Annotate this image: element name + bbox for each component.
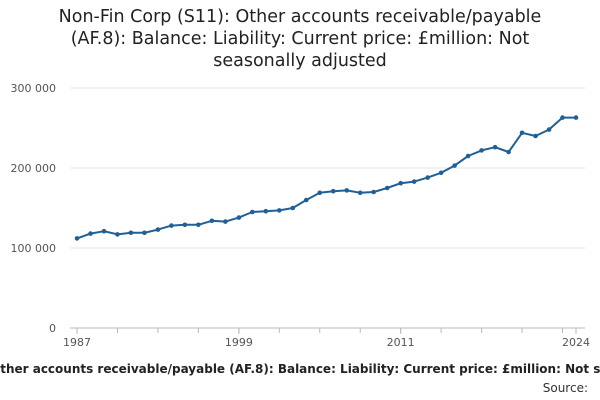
data-point	[169, 223, 174, 228]
x-tick-label: 1987	[63, 336, 91, 349]
data-point	[452, 163, 457, 168]
y-tick-label: 0	[49, 322, 56, 335]
series-line	[76, 116, 576, 240]
data-point	[398, 180, 403, 186]
data-point	[101, 228, 107, 234]
chart-title-line: seasonally adjusted	[213, 51, 387, 71]
data-point	[573, 115, 579, 120]
data-point	[371, 189, 377, 195]
data-point	[317, 190, 323, 196]
chart-title: Non-Fin Corp (S11): Other accounts recei…	[0, 6, 600, 72]
data-point	[155, 227, 161, 232]
data-point	[411, 179, 417, 184]
x-tick-label: 1999	[225, 336, 253, 349]
x-tick-label: 2011	[387, 336, 415, 349]
data-point	[384, 185, 390, 191]
data-point	[560, 115, 565, 120]
data-point	[290, 205, 296, 211]
data-point	[182, 222, 188, 228]
data-point	[465, 153, 471, 159]
data-point	[425, 175, 430, 180]
data-point	[519, 130, 525, 136]
source-label: Source:	[542, 381, 588, 395]
data-point	[128, 230, 134, 236]
data-point	[276, 208, 282, 213]
data-point	[506, 149, 511, 155]
data-point	[533, 133, 538, 139]
y-tick-label: 300 000	[11, 82, 57, 95]
data-point	[546, 127, 552, 132]
data-point	[142, 230, 147, 236]
data-point	[250, 209, 255, 215]
data-point	[209, 218, 215, 224]
data-point	[303, 197, 309, 203]
data-point	[438, 170, 444, 176]
y-tick-label: 200 000	[11, 162, 57, 175]
chart-title-line: (AF.8): Balance: Liability: Current pric…	[70, 29, 530, 49]
data-point	[330, 188, 336, 194]
data-point	[479, 148, 484, 153]
data-point	[88, 231, 93, 236]
legend-series-label: Other accounts receivable/payable (AF.8)…	[0, 362, 600, 376]
data-point	[115, 232, 120, 237]
data-point	[236, 215, 242, 220]
data-point	[263, 208, 269, 214]
data-point	[74, 236, 80, 241]
data-point	[357, 190, 363, 196]
x-tick-label: 2024	[562, 336, 590, 349]
data-point	[196, 222, 201, 228]
data-point	[344, 188, 350, 193]
y-tick-label: 100 000	[11, 242, 57, 255]
data-point	[492, 144, 498, 150]
chart-title-line: Non-Fin Corp (S11): Other accounts recei…	[58, 7, 542, 27]
data-point	[223, 219, 228, 224]
